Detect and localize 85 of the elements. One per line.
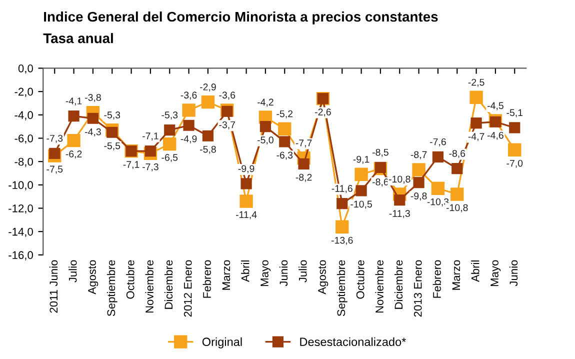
data-label: -11,4 [236,211,257,220]
data-label: -10,8 [388,176,410,184]
x-tick-label: 2013 Enero [414,260,422,317]
data-label: -10,8 [446,204,468,212]
x-tick-label: Octubre [356,260,364,299]
data-label: -7,3 [142,163,158,172]
x-tick-label: Diciembre [394,260,403,309]
y-tick-label: -6,0 [14,134,33,144]
y-tick-label: -8,0 [14,158,33,167]
data-label: -13,6 [331,236,353,245]
x-tick-label: Agosto [88,260,98,294]
y-tick-label: -14,0 [8,228,33,238]
data-label: -3,6 [180,92,197,100]
data-label: -7,3 [46,134,63,143]
data-label: -6,3 [276,152,293,160]
x-tick-label: Mayo [490,260,501,286]
x-tick-label: Febrero [432,260,441,298]
y-tick-label: -2,0 [14,88,33,97]
data-label: -4,7 [468,133,484,142]
x-tick-label: Noviembre [145,260,154,313]
data-label: -4,9 [180,135,197,144]
data-label: -2,5 [468,78,484,87]
data-label: -9,1 [353,156,370,164]
data-label: -7,0 [506,160,523,168]
x-tick-label: 2012 Enero [184,260,192,317]
data-label: -5,2 [276,110,293,118]
x-tick-label: Mayo [260,260,271,286]
x-tick-label: Diciembre [164,260,173,309]
data-label: -11,6 [332,185,352,194]
x-tick-label: Noviembre [375,260,384,313]
y-tick-label: -16,0 [8,251,33,260]
data-label: -10,5 [350,200,372,209]
legend-label: Original [202,337,242,348]
data-label: -11,3 [389,210,410,218]
data-label: -5,0 [258,136,274,145]
data-label: -6,2 [66,150,82,159]
data-label: -7,1 [123,161,140,170]
data-label: -8,5 [372,148,388,157]
data-label: -5,8 [200,146,216,154]
data-label: -4,1 [66,98,82,106]
x-tick-label: Febrero [202,260,211,298]
data-label: -5,5 [104,142,120,150]
data-label: -2,9 [200,84,216,92]
data-label: -5,3 [104,112,120,120]
data-label: -8,7 [410,151,427,160]
y-tick-label: -10,0 [8,181,33,190]
chart-subtitle: Tasa anual [43,33,113,44]
data-label: -5,3 [162,112,178,120]
x-tick-label: Marzo [222,260,230,290]
legend-label: Desestacionalizado* [300,337,406,346]
data-label: -4,5 [488,102,504,110]
x-tick-label: Julio [298,260,307,282]
x-tick-label: Abril [241,260,250,282]
data-label: -2,6 [315,108,331,117]
data-label: -9,9 [238,165,254,174]
x-tick-label: 2011 Junio [49,260,58,313]
data-label: -7,5 [46,166,63,174]
data-label: -7,7 [296,140,312,148]
data-label: -3,7 [219,121,236,130]
x-tick-label: Agosto [318,260,328,294]
x-tick-label: Septiembre [106,260,118,316]
data-label: -3,6 [219,92,236,100]
x-tick-label: Junio [279,260,288,286]
data-label: -4,3 [85,128,101,136]
data-label: -4,6 [488,132,504,140]
data-label: -5,1 [506,109,523,118]
y-tick-label: -12,0 [8,204,33,214]
y-tick-label: 0,0 [18,64,33,74]
data-label: -9,8 [410,192,427,201]
x-tick-label: Junio [509,260,518,286]
y-tick-label: -4,0 [14,111,33,120]
data-label: -4,2 [258,98,274,107]
x-tick-label: Julio [68,260,77,282]
data-label: -7,1 [142,132,158,141]
data-label: -7,6 [430,138,446,146]
data-label: -6,5 [162,154,178,162]
x-tick-label: Abril [471,260,480,282]
chart-title: Indice General del Comercio Minorista a precios constantes [44,11,438,24]
data-label: -8,2 [296,174,312,182]
x-tick-label: Marzo [452,260,460,290]
data-label: -8,6 [372,178,388,187]
data-label: -3,8 [85,94,101,102]
data-label: -8,6 [449,150,466,158]
x-tick-label: Septiembre [336,260,348,316]
x-tick-label: Octubre [126,260,134,299]
